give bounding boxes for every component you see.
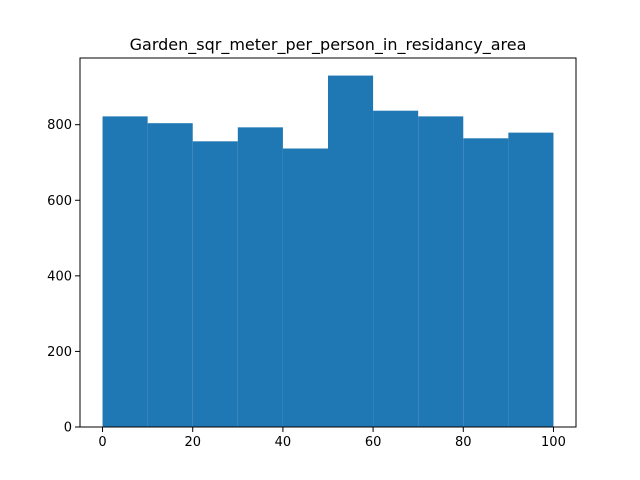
y-tick-label-3: 600 xyxy=(47,194,72,209)
bars-layer xyxy=(102,75,554,428)
histogram-bar-7 xyxy=(418,116,464,427)
ticks-layer: 0 20 40 60 80 100 0 200 400 600 800 xyxy=(47,118,566,450)
x-tick-label-5: 100 xyxy=(541,435,566,450)
histogram-bar-0 xyxy=(102,116,148,427)
y-tick-label-0: 0 xyxy=(64,421,72,436)
y-tick-label-2: 400 xyxy=(47,269,72,284)
histogram-bar-8 xyxy=(463,138,509,427)
y-tick-label-4: 800 xyxy=(47,118,72,133)
histogram-bar-1 xyxy=(147,123,193,428)
histogram-bar-6 xyxy=(373,110,419,427)
x-tick-label-2: 40 xyxy=(275,435,292,450)
histogram-bar-9 xyxy=(508,132,554,427)
histogram-bar-3 xyxy=(237,127,283,428)
x-tick-label-3: 60 xyxy=(365,435,382,450)
chart-title: Garden_sqr_meter_per_person_in_residancy… xyxy=(130,35,527,55)
histogram-bar-2 xyxy=(192,141,238,428)
histogram-bar-4 xyxy=(282,148,328,427)
x-tick-label-4: 80 xyxy=(455,435,472,450)
x-tick-label-1: 20 xyxy=(184,435,201,450)
x-tick-label-0: 0 xyxy=(98,435,106,450)
y-tick-label-1: 200 xyxy=(47,345,72,360)
histogram-bar-5 xyxy=(328,75,374,428)
axes-layer xyxy=(79,57,577,428)
plot-frame xyxy=(79,57,577,428)
